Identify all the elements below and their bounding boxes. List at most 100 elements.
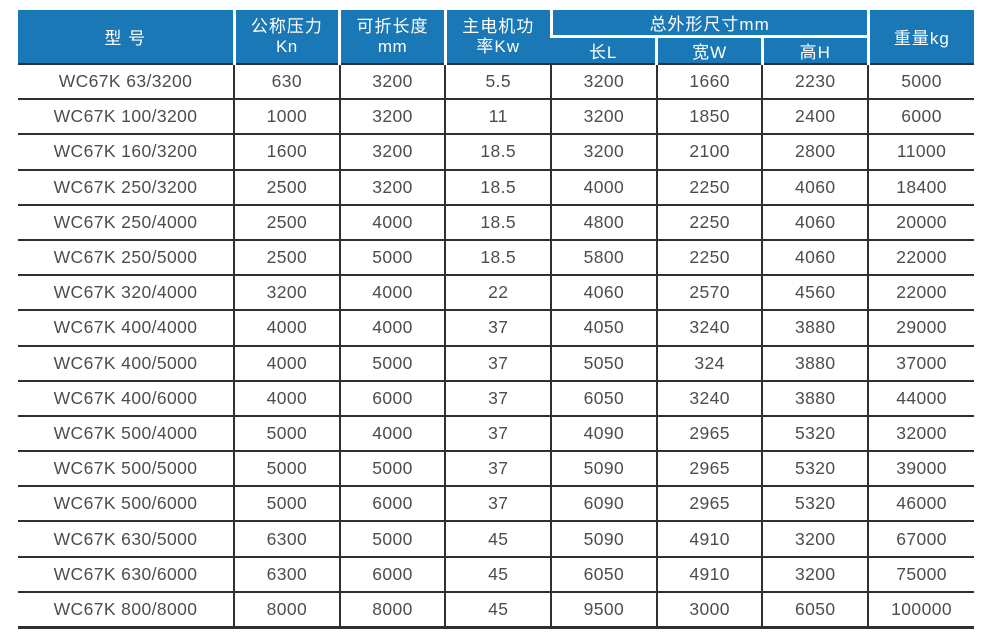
cell-fold_length_mm: 5000 xyxy=(339,521,447,558)
cell-weight_kg: 11000 xyxy=(868,134,974,171)
cell-dim_height_h: 4060 xyxy=(762,204,870,241)
header-row-top: 型 号 公称压力 Kn 可折长度 mm 主电机功 xyxy=(18,10,974,64)
cell-dim_width_w: 2965 xyxy=(656,415,764,453)
cell-pressure_kn: 1600 xyxy=(234,134,341,171)
cell-model: WC67K 400/5000 xyxy=(18,345,236,382)
cell-dim_length_l: 5050 xyxy=(551,345,658,382)
cell-motor_power_kw: 18.5 xyxy=(445,204,553,241)
cell-dim_width_w: 2250 xyxy=(656,239,764,277)
table-row: WC67K 63/3200 630 3200 5.5 3200 1660 2230 5000 xyxy=(18,62,974,101)
cell-model: WC67K 630/6000 xyxy=(18,556,236,593)
cell-motor_power_kw: 22 xyxy=(445,275,553,312)
cell-motor_power_kw: 37 xyxy=(445,380,553,417)
col-header-motor-power-line2: 率Kw xyxy=(476,36,521,56)
cell-pressure_kn: 4000 xyxy=(234,380,341,417)
cell-dim_height_h: 2400 xyxy=(762,99,870,136)
cell-dim_length_l: 5090 xyxy=(551,521,658,558)
cell-weight_kg: 44000 xyxy=(868,380,974,417)
cell-fold_length_mm: 4000 xyxy=(339,415,447,453)
cell-model: WC67K 250/5000 xyxy=(18,239,236,277)
cell-motor_power_kw: 37 xyxy=(445,310,553,347)
cell-dim_length_l: 5800 xyxy=(551,239,658,277)
cell-model: WC67K 100/3200 xyxy=(18,99,236,136)
cell-motor_power_kw: 11 xyxy=(445,99,553,136)
cell-dim_width_w: 3240 xyxy=(656,380,764,417)
cell-fold_length_mm: 8000 xyxy=(339,591,447,629)
cell-dim_length_l: 6050 xyxy=(551,380,658,417)
cell-weight_kg: 37000 xyxy=(868,345,974,382)
table-row: WC67K 630/5000 6300 5000 45 5090 4910 3200 6700… xyxy=(18,521,974,558)
cell-dim_height_h: 5320 xyxy=(762,415,870,453)
cell-dim_width_w: 2965 xyxy=(656,451,764,488)
cell-dim_length_l: 6050 xyxy=(551,556,658,593)
cell-dim_width_w: 2100 xyxy=(656,134,764,171)
col-header-fold-length: 可折长度 mm xyxy=(338,10,446,64)
cell-motor_power_kw: 18.5 xyxy=(445,239,553,277)
cell-model: WC67K 630/5000 xyxy=(18,521,236,558)
cell-motor_power_kw: 18.5 xyxy=(445,134,553,171)
col-header-fold-length-line2: mm xyxy=(377,36,408,56)
table-row: WC67K 500/6000 5000 6000 37 6090 2965 5320 4600… xyxy=(18,486,974,523)
col-header-dim-h: 高H xyxy=(760,36,869,64)
cell-weight_kg: 29000 xyxy=(868,310,974,347)
cell-motor_power_kw: 37 xyxy=(445,486,553,523)
cell-dim_height_h: 3200 xyxy=(762,521,870,558)
cell-fold_length_mm: 6000 xyxy=(339,556,447,593)
cell-dim_width_w: 324 xyxy=(656,345,764,382)
cell-model: WC67K 800/8000 xyxy=(18,591,236,629)
cell-dim_width_w: 1660 xyxy=(656,62,764,101)
cell-dim_height_h: 3880 xyxy=(762,310,870,347)
cell-model: WC67K 250/4000 xyxy=(18,204,236,241)
table-row: WC67K 250/3200 2500 3200 18.5 4000 2250 4060 18… xyxy=(18,169,974,206)
cell-weight_kg: 39000 xyxy=(868,451,974,488)
cell-weight_kg: 22000 xyxy=(868,239,974,277)
cell-dim_width_w: 3000 xyxy=(656,591,764,629)
table-row: WC67K 250/4000 2500 4000 18.5 4800 2250 4060 20… xyxy=(18,204,974,241)
cell-dim_height_h: 4560 xyxy=(762,275,870,312)
cell-model: WC67K 63/3200 xyxy=(18,62,236,101)
cell-fold_length_mm: 5000 xyxy=(339,451,447,488)
cell-fold_length_mm: 5000 xyxy=(339,345,447,382)
cell-pressure_kn: 2500 xyxy=(234,169,341,206)
cell-motor_power_kw: 37 xyxy=(445,415,553,453)
col-header-dim-w: 宽W xyxy=(655,36,763,64)
col-header-weight: 重量kg xyxy=(866,10,974,64)
cell-model: WC67K 320/4000 xyxy=(18,275,236,312)
table-row: WC67K 320/4000 3200 4000 22 4060 2570 4560 2200… xyxy=(18,275,974,312)
table-row: WC67K 500/4000 5000 4000 37 4090 2965 5320 3200… xyxy=(18,415,974,453)
cell-dim_length_l: 4050 xyxy=(551,310,658,347)
cell-dim_width_w: 4910 xyxy=(656,521,764,558)
cell-motor_power_kw: 45 xyxy=(445,556,553,593)
cell-dim_width_w: 2965 xyxy=(656,486,764,523)
cell-dim_length_l: 5090 xyxy=(551,451,658,488)
cell-dim_width_w: 4910 xyxy=(656,556,764,593)
cell-weight_kg: 18400 xyxy=(868,169,974,206)
table-row: WC67K 400/4000 4000 4000 37 4050 3240 3880 2900… xyxy=(18,310,974,347)
table-header: 型 号 公称压力 Kn 可折长度 mm 主电机功 xyxy=(18,10,974,64)
cell-weight_kg: 32000 xyxy=(868,415,974,453)
cell-dim_length_l: 3200 xyxy=(551,134,658,171)
col-header-motor-power-line1: 主电机功 xyxy=(462,16,535,36)
cell-pressure_kn: 4000 xyxy=(234,310,341,347)
cell-pressure_kn: 2500 xyxy=(234,239,341,277)
cell-fold_length_mm: 3200 xyxy=(339,99,447,136)
table-row: WC67K 400/5000 4000 5000 37 5050 324 3880 37000 xyxy=(18,345,974,382)
cell-dim_height_h: 4060 xyxy=(762,239,870,277)
cell-pressure_kn: 8000 xyxy=(234,591,341,629)
cell-fold_length_mm: 4000 xyxy=(339,204,447,241)
cell-dim_height_h: 2230 xyxy=(762,62,870,101)
cell-dim_length_l: 4060 xyxy=(551,275,658,312)
cell-pressure_kn: 4000 xyxy=(234,345,341,382)
cell-dim_width_w: 2250 xyxy=(656,204,764,241)
cell-motor_power_kw: 5.5 xyxy=(445,62,553,101)
cell-motor_power_kw: 37 xyxy=(445,451,553,488)
cell-pressure_kn: 6300 xyxy=(234,556,341,593)
cell-dim_height_h: 3200 xyxy=(762,556,870,593)
cell-weight_kg: 67000 xyxy=(868,521,974,558)
cell-dim_width_w: 3240 xyxy=(656,310,764,347)
cell-dim_height_h: 5320 xyxy=(762,451,870,488)
cell-pressure_kn: 5000 xyxy=(234,486,341,523)
cell-fold_length_mm: 3200 xyxy=(339,169,447,206)
cell-dim_length_l: 4800 xyxy=(551,204,658,241)
